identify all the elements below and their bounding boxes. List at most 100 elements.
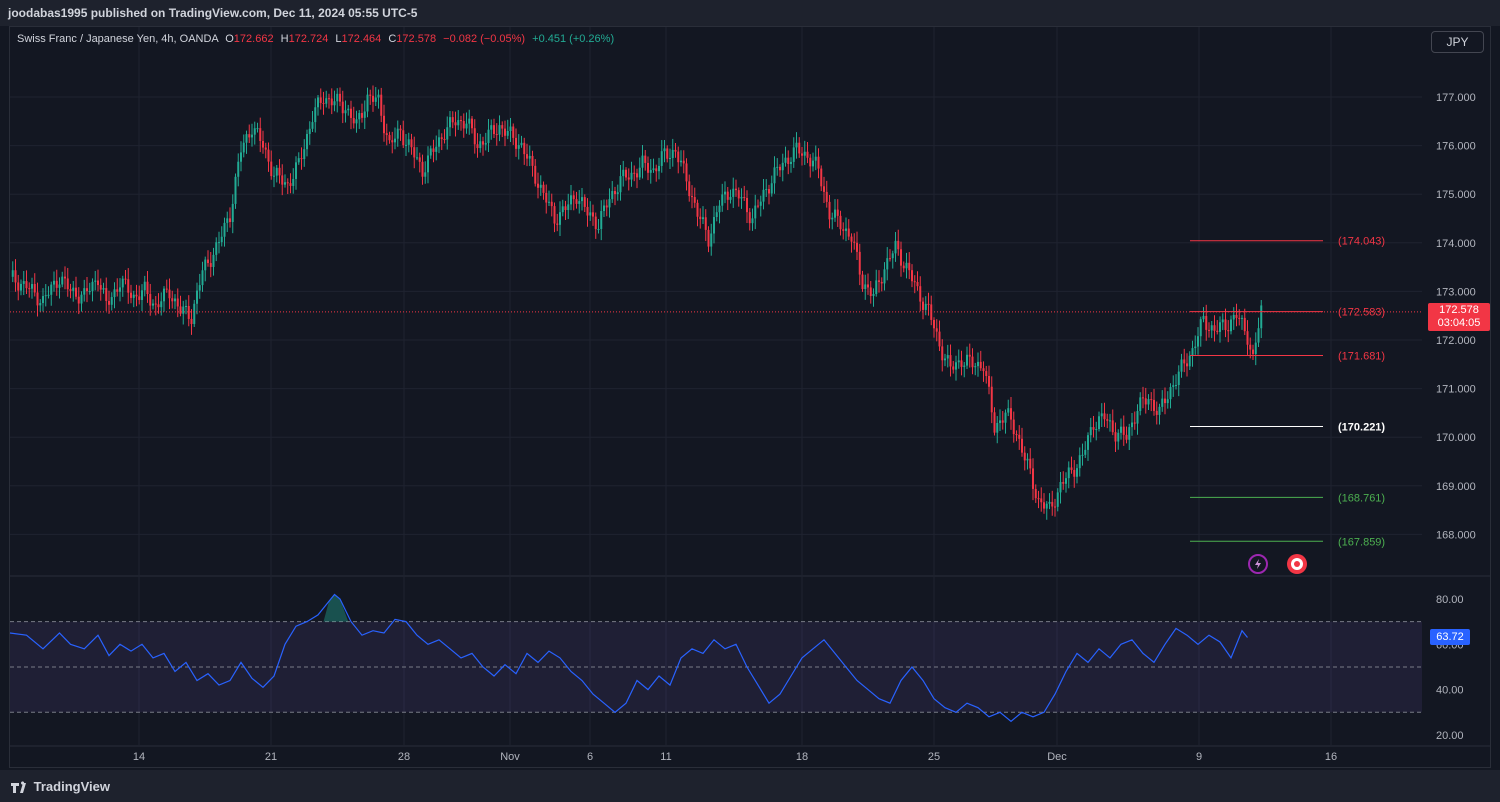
candle-body bbox=[545, 192, 548, 203]
currency-button[interactable]: JPY bbox=[1431, 31, 1484, 53]
candle-body bbox=[352, 117, 355, 124]
candle-body bbox=[825, 191, 828, 202]
candle-body bbox=[669, 157, 671, 159]
candle-body bbox=[660, 151, 663, 166]
candle-body bbox=[751, 218, 754, 224]
candle-body bbox=[460, 120, 462, 122]
candle-body bbox=[1257, 328, 1260, 343]
candle-body bbox=[61, 276, 64, 285]
candle-body bbox=[858, 251, 861, 275]
candle-body bbox=[979, 361, 982, 369]
candle-body bbox=[80, 294, 83, 304]
candle-body bbox=[556, 223, 559, 225]
candle-body bbox=[44, 295, 47, 297]
candle-body bbox=[724, 191, 726, 195]
candle-body bbox=[614, 191, 616, 195]
candle-body bbox=[55, 280, 58, 288]
candle-body bbox=[894, 240, 897, 254]
candle-body bbox=[1114, 432, 1117, 442]
candle-body bbox=[88, 291, 91, 293]
candle-body bbox=[985, 371, 988, 377]
lightning-icon[interactable] bbox=[1248, 554, 1268, 574]
candle-body bbox=[891, 253, 894, 259]
candle-body bbox=[762, 189, 765, 202]
change-value: −0.082 (−0.05%) bbox=[443, 33, 526, 45]
candle-body bbox=[121, 278, 124, 288]
candle-body bbox=[17, 282, 20, 291]
candle-body bbox=[11, 270, 14, 277]
time-tick-label: 14 bbox=[133, 751, 145, 763]
candle-body bbox=[237, 161, 240, 177]
level-label: (167.859) bbox=[1338, 536, 1385, 548]
candle-body bbox=[396, 128, 399, 139]
candle-body bbox=[1208, 329, 1210, 331]
candle-body bbox=[713, 217, 715, 234]
candle-body bbox=[1213, 325, 1216, 331]
candle-body bbox=[938, 331, 941, 347]
candle-body bbox=[171, 298, 174, 302]
candle-body bbox=[1199, 319, 1202, 337]
level-label: (170.221) bbox=[1338, 421, 1385, 433]
candle-body bbox=[1191, 348, 1194, 356]
candle-body bbox=[1023, 452, 1026, 461]
close-value: 172.578 bbox=[396, 33, 437, 45]
candle-body bbox=[275, 167, 278, 176]
candle-body bbox=[1125, 434, 1128, 440]
candle-body bbox=[311, 122, 314, 129]
candle-body bbox=[1001, 420, 1004, 423]
candle-body bbox=[1260, 305, 1263, 329]
candle-body bbox=[479, 141, 482, 149]
candle-body bbox=[416, 157, 418, 159]
candle-body bbox=[212, 254, 215, 267]
candle-body bbox=[366, 94, 369, 112]
candle-body bbox=[143, 281, 146, 291]
rsi-tick-label: 20.00 bbox=[1436, 730, 1464, 742]
time-tick-label: 9 bbox=[1196, 751, 1202, 763]
candle-body bbox=[718, 205, 721, 213]
candle-body bbox=[350, 108, 352, 118]
candle-body bbox=[1029, 458, 1032, 469]
record-icon[interactable] bbox=[1287, 554, 1307, 574]
candle-body bbox=[732, 188, 735, 197]
candle-body bbox=[146, 281, 149, 295]
time-tick-label: 18 bbox=[796, 751, 808, 763]
candle-body bbox=[1177, 371, 1180, 386]
candle-body bbox=[402, 130, 405, 146]
candle-body bbox=[407, 139, 410, 145]
tradingview-logo[interactable]: TradingView bbox=[10, 779, 110, 795]
time-tick-label: 6 bbox=[587, 751, 593, 763]
candle-body bbox=[729, 196, 732, 200]
candle-body bbox=[1012, 419, 1015, 435]
candle-body bbox=[333, 101, 336, 106]
candle-body bbox=[193, 303, 196, 324]
candle-body bbox=[1076, 468, 1078, 477]
candle-body bbox=[248, 134, 251, 138]
candle-body bbox=[28, 288, 31, 290]
candle-body bbox=[223, 222, 226, 237]
candle-body bbox=[781, 162, 784, 171]
candle-body bbox=[682, 160, 685, 164]
candle-body bbox=[806, 151, 809, 158]
candle-body bbox=[465, 123, 468, 129]
candle-body bbox=[498, 125, 501, 135]
candle-body bbox=[960, 360, 963, 367]
candle-body bbox=[900, 249, 902, 266]
candle-body bbox=[259, 128, 262, 141]
candle-body bbox=[1227, 329, 1230, 332]
candle-body bbox=[429, 148, 432, 156]
candle-body bbox=[495, 134, 498, 136]
candle-body bbox=[399, 128, 402, 131]
candle-body bbox=[281, 175, 284, 185]
candle-body bbox=[160, 301, 163, 308]
candle-body bbox=[1103, 413, 1106, 420]
candle-body bbox=[845, 228, 847, 231]
candle-body bbox=[1084, 449, 1087, 455]
low-label: L bbox=[335, 33, 342, 45]
candle-body bbox=[685, 163, 688, 182]
candle-body bbox=[245, 134, 248, 143]
candle-body bbox=[58, 284, 61, 288]
candle-body bbox=[493, 125, 495, 135]
candle-body bbox=[831, 217, 834, 220]
candle-body bbox=[636, 173, 638, 178]
